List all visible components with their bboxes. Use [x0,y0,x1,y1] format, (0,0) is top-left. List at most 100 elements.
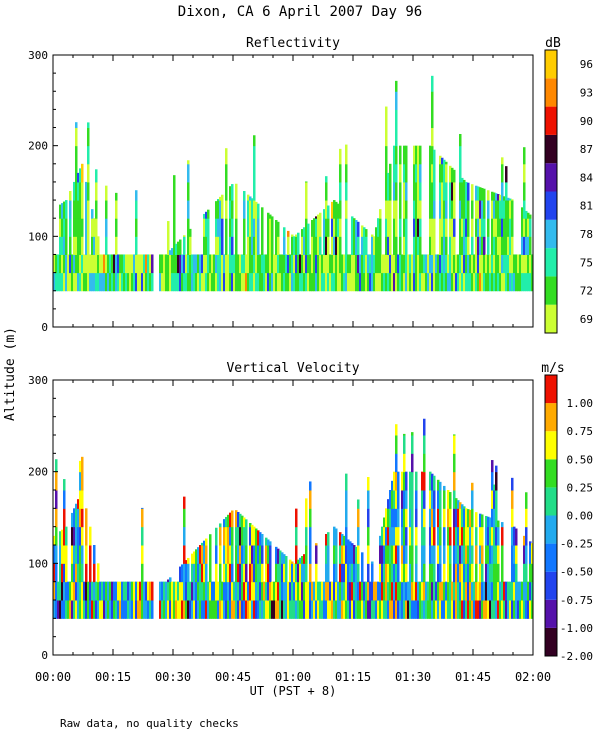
echo-cell [451,200,454,219]
echo-cell [305,272,308,292]
figure-title: Dixon, CA 6 April 2007 Day 96 [178,4,422,20]
echo-cell [121,272,124,292]
echo-cell [531,600,534,619]
echo-cell [167,221,170,237]
echo-cell [309,481,312,491]
echo-cell [265,272,268,292]
echo-cell [467,600,470,619]
echo-cell [151,254,154,274]
echo-cell [495,200,498,219]
echo-cell [71,563,74,583]
echo-cell [185,254,188,274]
echo-cell [95,236,98,255]
echo-cell [457,508,460,528]
echo-cell [403,526,406,546]
echo-cell [471,236,474,255]
echo-cell [511,272,514,292]
echo-cell [299,581,302,601]
echo-cell [73,508,76,528]
echo-cell [493,508,496,528]
echo-cell [433,490,436,509]
echo-cell [417,236,420,255]
echo-cell [445,181,448,201]
echo-cell [259,532,262,546]
echo-cell [355,236,358,255]
echo-cell [441,600,444,619]
echo-cell [401,545,404,564]
echo-cell [431,563,434,583]
echo-cell [323,272,326,292]
colorbar-label: -1.00 [560,622,593,635]
echo-cell [231,218,234,237]
echo-cell [497,236,500,255]
echo-cell [123,254,126,274]
echo-cell [495,526,498,546]
echo-cell [277,563,280,583]
echo-cell [101,581,104,601]
echo-cell [493,218,496,237]
echo-cell [385,106,388,110]
echo-cell [77,236,80,255]
echo-cell [221,194,224,201]
echo-cell [55,490,58,509]
echo-cell [449,581,452,601]
echo-cell [261,272,264,292]
echo-cell [529,272,532,292]
echo-cell [313,600,316,619]
echo-cell [65,581,68,601]
echo-cell [345,272,348,292]
echo-cell [459,545,462,564]
echo-cell [431,75,434,92]
echo-cell [279,550,282,564]
echo-cell [243,600,246,619]
echo-cell [163,581,166,601]
echo-cell [269,545,272,564]
echo-cell [493,200,496,219]
echo-cell [527,581,530,601]
echo-cell [239,526,242,546]
echo-cell [381,526,384,546]
echo-cell [189,600,192,619]
echo-cell [401,508,404,528]
echo-cell [403,600,406,619]
echo-cell [355,600,358,619]
echo-cell [269,563,272,583]
echo-cell [483,254,486,274]
echo-cell [183,526,186,546]
echo-cell [467,182,470,201]
echo-cell [309,254,312,274]
echo-cell [231,545,234,564]
echo-cell [237,563,240,583]
echo-cell [437,545,440,564]
echo-cell [233,600,236,619]
echo-cell [487,236,490,255]
echo-cell [259,581,262,601]
echo-cell [397,254,400,274]
echo-cell [99,600,102,619]
echo-cell [403,236,406,255]
echo-cell [395,181,398,201]
echo-cell [59,218,62,237]
echo-cell [125,600,128,619]
echo-cell [485,581,488,601]
echo-cell [497,545,500,564]
echo-cell [333,236,336,255]
echo-cell [315,272,318,292]
echo-cell [75,236,78,255]
echo-cell [375,272,378,292]
echo-cell [253,272,256,292]
echo-cell [453,272,456,292]
echo-cell [389,581,392,601]
echo-cell [495,563,498,583]
echo-cell [69,236,72,255]
echo-cell [409,526,412,546]
echo-cell [305,600,308,619]
echo-cell [523,181,526,201]
echo-cell [295,272,298,292]
echo-cell [59,272,62,292]
echo-cell [507,200,510,219]
echo-cell [183,254,186,274]
echo-cell [139,272,142,292]
x-tick-label: 02:00 [515,670,551,684]
